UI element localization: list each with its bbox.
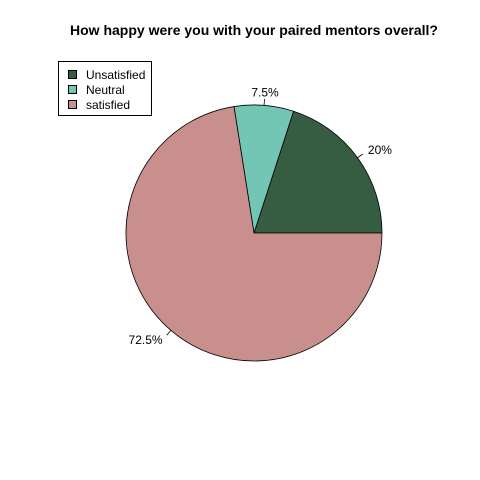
pie-label-unsatisfied: 20%	[368, 143, 392, 157]
chart-title: How happy were you with your paired ment…	[70, 22, 438, 38]
pie-label-tick-unsatisfied	[357, 153, 363, 159]
legend-item-unsatisfied: Unsatisfied	[68, 67, 151, 82]
legend: Unsatisfied Neutral satisfied	[58, 61, 152, 116]
pie-slice-unsatisfied	[253, 110, 383, 234]
legend-label-unsatisfied: Unsatisfied	[86, 67, 146, 82]
pie-label-satisfied: 72.5%	[129, 333, 163, 347]
legend-label-satisfied: satisfied	[86, 97, 131, 112]
pie-label-tick-neutral	[263, 98, 265, 106]
legend-swatch-unsatisfied	[68, 70, 77, 79]
legend-swatch-neutral	[68, 85, 77, 94]
legend-item-neutral: Neutral	[68, 82, 151, 97]
pie-label-tick-satisfied	[166, 330, 172, 336]
pie-label-neutral: 7.5%	[251, 86, 279, 100]
legend-item-satisfied: satisfied	[68, 97, 151, 112]
legend-swatch-satisfied	[68, 100, 77, 109]
legend-label-neutral: Neutral	[86, 82, 125, 97]
